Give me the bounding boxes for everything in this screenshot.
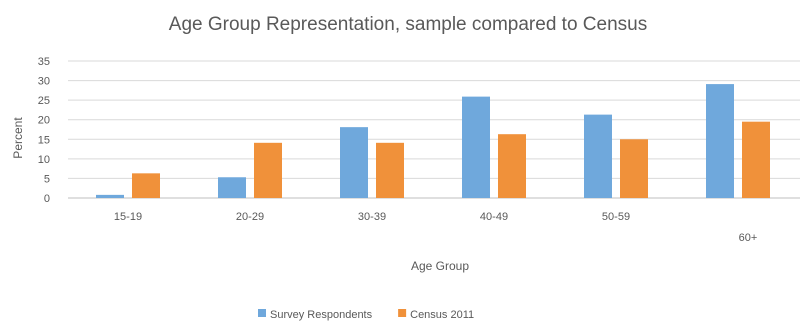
bars [96,84,770,198]
y-tick-label: 15 [38,134,50,146]
x-tick-label: 30-39 [358,211,386,223]
x-tick-label: 15-19 [114,211,142,223]
legend-label: Survey Respondents [270,309,373,321]
bar-survey-respondents-15-19 [96,194,124,198]
bar-census-2011-40-49 [498,134,526,198]
x-axis-ticks: 15-19 20-29 30-39 40-49 50-59 60+ [114,211,757,244]
x-axis-label: Age Group [411,259,469,273]
y-tick-label: 35 [38,56,50,68]
y-tick-label: 10 [38,154,50,166]
legend: Survey Respondents Census 2011 [258,309,474,321]
x-tick-label: 60+ [739,232,758,244]
x-tick-label: 20-29 [236,211,264,223]
bar-survey-respondents-40-49 [462,96,490,198]
y-tick-label: 0 [44,193,50,205]
bar-survey-respondents-30-39 [340,127,368,198]
y-axis-label: Percent [11,117,25,159]
legend-swatch [398,309,407,317]
bar-census-2011-15-19 [132,173,160,198]
chart-title: Age Group Representation, sample compare… [169,14,647,35]
bar-census-2011-50-59 [620,139,648,198]
y-tick-label: 30 [38,76,50,88]
bar-survey-respondents-20-29 [218,177,246,198]
bar-census-2011-30-39 [376,142,404,198]
legend-label: Census 2011 [410,309,474,321]
bar-survey-respondents-50-59 [584,114,612,198]
bar-census-2011-20-29 [254,142,282,198]
x-tick-label: 40-49 [480,211,508,223]
bar-survey-respondents-60+ [706,84,734,198]
grid-lines [68,60,800,199]
y-tick-label: 5 [44,173,50,185]
x-tick-label: 50-59 [602,211,630,223]
y-axis-ticks: 0 5 10 15 20 25 30 35 [38,56,50,205]
y-tick-label: 25 [38,95,50,107]
legend-swatch [258,309,266,317]
bar-census-2011-60+ [742,121,770,198]
y-tick-label: 20 [38,115,50,127]
